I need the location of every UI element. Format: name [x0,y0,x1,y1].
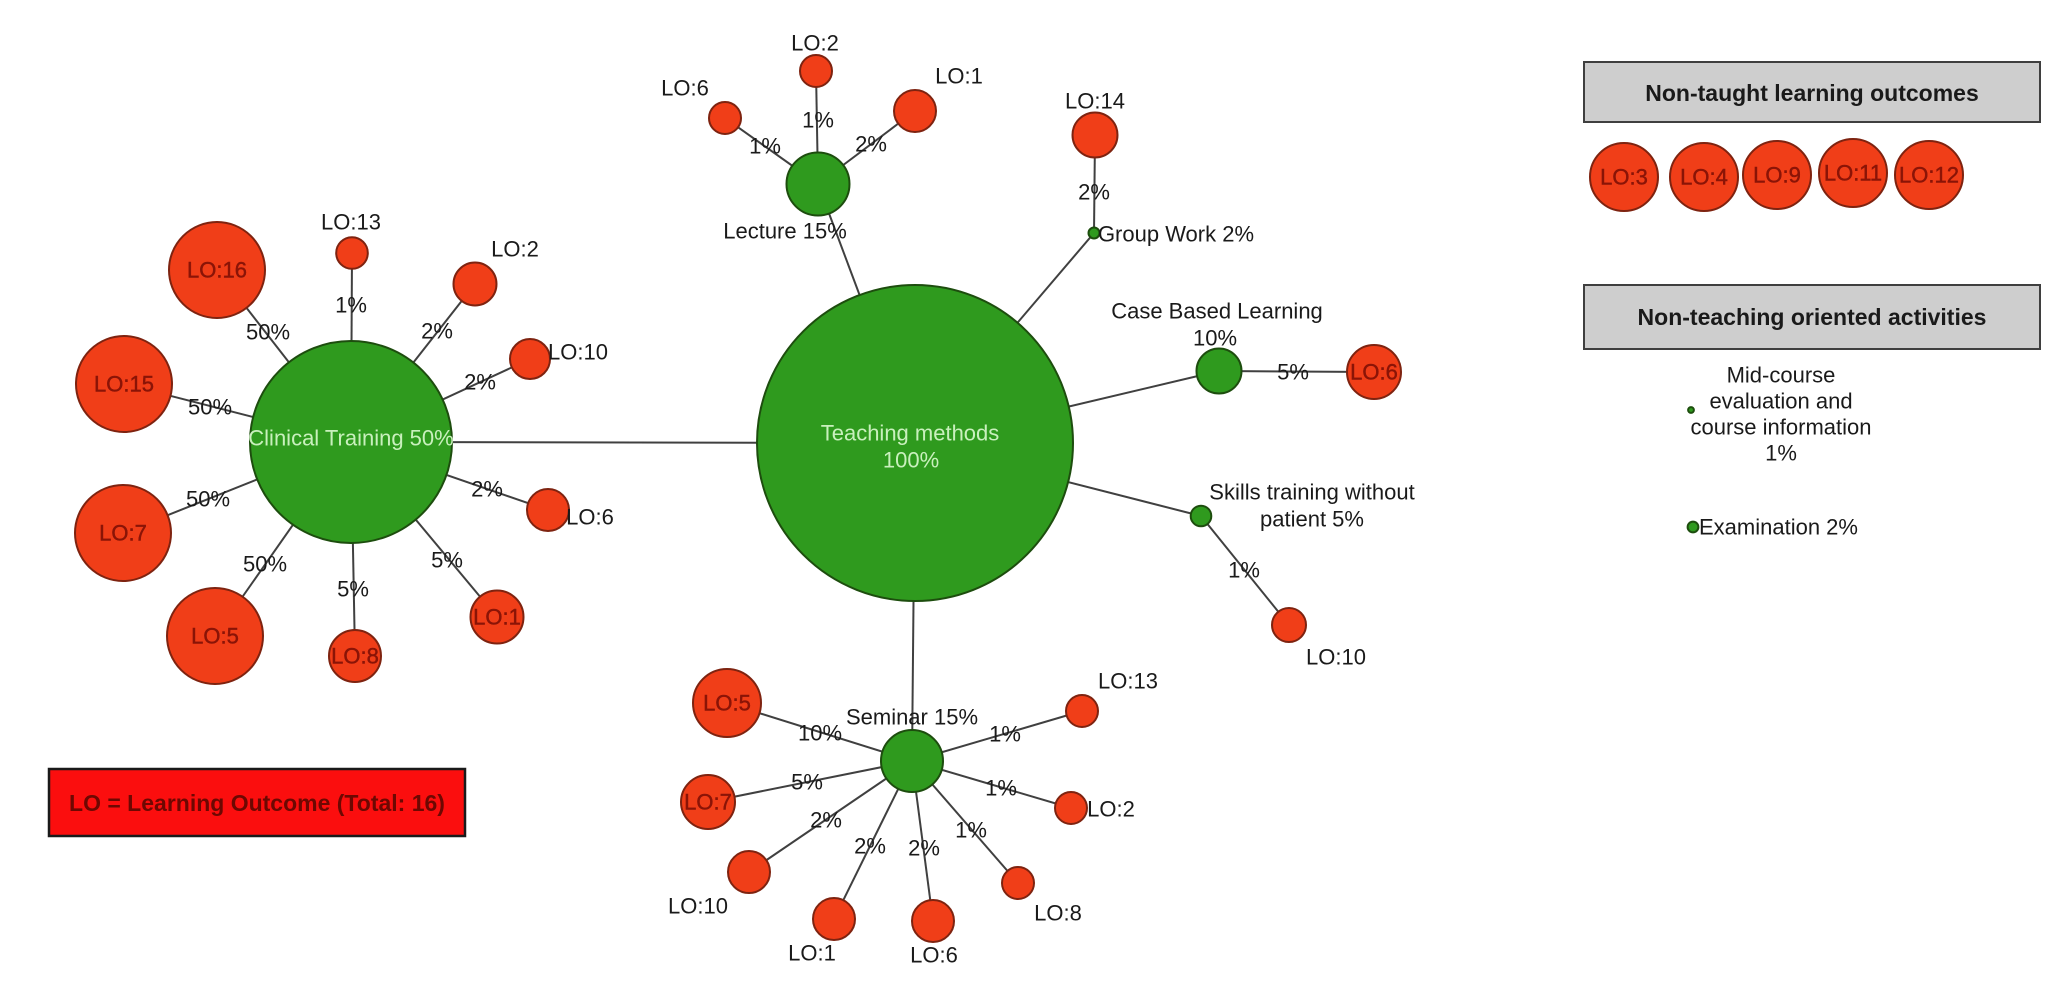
svg-text:2%: 2% [421,319,453,344]
svg-text:LO:13: LO:13 [321,210,381,235]
svg-text:LO:14: LO:14 [1065,89,1125,114]
svg-text:Examination 2%: Examination 2% [1699,515,1858,540]
svg-text:5%: 5% [791,770,823,795]
svg-text:Mid-course: Mid-course [1727,363,1836,388]
svg-text:LO:8: LO:8 [331,644,379,669]
svg-text:LO:10: LO:10 [668,894,728,919]
svg-text:2%: 2% [854,834,886,859]
svg-text:2%: 2% [471,477,503,502]
svg-text:LO:5: LO:5 [703,691,751,716]
svg-text:50%: 50% [246,320,290,345]
svg-text:LO:3: LO:3 [1600,165,1648,190]
svg-text:1%: 1% [1228,558,1260,583]
svg-text:1%: 1% [1765,441,1797,466]
svg-text:2%: 2% [908,836,940,861]
svg-text:10%: 10% [798,721,842,746]
svg-text:LO:2: LO:2 [491,237,539,262]
svg-text:LO:7: LO:7 [684,790,732,815]
svg-text:1%: 1% [955,818,987,843]
svg-text:2%: 2% [810,808,842,833]
svg-text:1%: 1% [989,722,1021,747]
svg-text:Case Based Learning: Case Based Learning [1111,299,1323,324]
svg-text:Group Work 2%: Group Work 2% [1098,222,1254,247]
svg-text:Skills training without: Skills training without [1209,480,1414,505]
svg-text:LO = Learning Outcome (Total:: LO = Learning Outcome (Total: 16) [69,790,445,816]
svg-text:50%: 50% [188,395,232,420]
svg-text:50%: 50% [186,487,230,512]
svg-text:course information: course information [1691,415,1872,440]
svg-text:LO:5: LO:5 [191,624,239,649]
svg-text:LO:10: LO:10 [1306,645,1366,670]
svg-text:Non-taught learning outcomes: Non-taught learning outcomes [1645,80,1979,106]
svg-text:LO:4: LO:4 [1680,165,1728,190]
svg-text:Seminar 15%: Seminar 15% [846,705,978,730]
svg-text:LO:2: LO:2 [1087,797,1135,822]
svg-text:LO:1: LO:1 [935,64,983,89]
svg-text:LO:1: LO:1 [473,605,521,630]
svg-text:2%: 2% [464,370,496,395]
svg-text:5%: 5% [337,577,369,602]
svg-text:LO:2: LO:2 [791,31,839,56]
svg-text:evaluation and: evaluation and [1709,389,1852,414]
svg-text:Clinical Training 50%: Clinical Training 50% [248,426,453,451]
svg-text:LO:8: LO:8 [1034,901,1082,926]
svg-text:LO:10: LO:10 [548,340,608,365]
svg-text:LO:6: LO:6 [910,943,958,968]
svg-text:LO:6: LO:6 [566,505,614,530]
svg-text:LO:13: LO:13 [1098,669,1158,694]
svg-text:2%: 2% [855,132,887,157]
svg-text:LO:15: LO:15 [94,372,154,397]
svg-text:1%: 1% [335,293,367,318]
svg-text:1%: 1% [749,134,781,159]
svg-text:LO:11: LO:11 [1824,161,1882,186]
svg-text:5%: 5% [1277,360,1309,385]
svg-text:LO:6: LO:6 [661,76,709,101]
svg-text:1%: 1% [802,108,834,133]
svg-text:LO:12: LO:12 [1899,163,1959,188]
svg-text:10%: 10% [1193,326,1237,351]
svg-text:1%: 1% [985,776,1017,801]
svg-text:Non-teaching oriented activiti: Non-teaching oriented activities [1638,304,1987,330]
svg-text:LO:9: LO:9 [1753,163,1801,188]
svg-text:LO:7: LO:7 [99,521,147,546]
svg-text:LO:6: LO:6 [1350,360,1398,385]
svg-text:Teaching methods: Teaching methods [821,421,1000,446]
svg-text:patient 5%: patient 5% [1260,507,1364,532]
svg-text:100%: 100% [883,448,939,473]
svg-text:2%: 2% [1078,180,1110,205]
svg-text:5%: 5% [431,548,463,573]
svg-text:50%: 50% [243,552,287,577]
svg-text:LO:16: LO:16 [187,258,247,283]
svg-text:LO:1: LO:1 [788,941,836,966]
svg-text:Lecture 15%: Lecture 15% [723,219,847,244]
